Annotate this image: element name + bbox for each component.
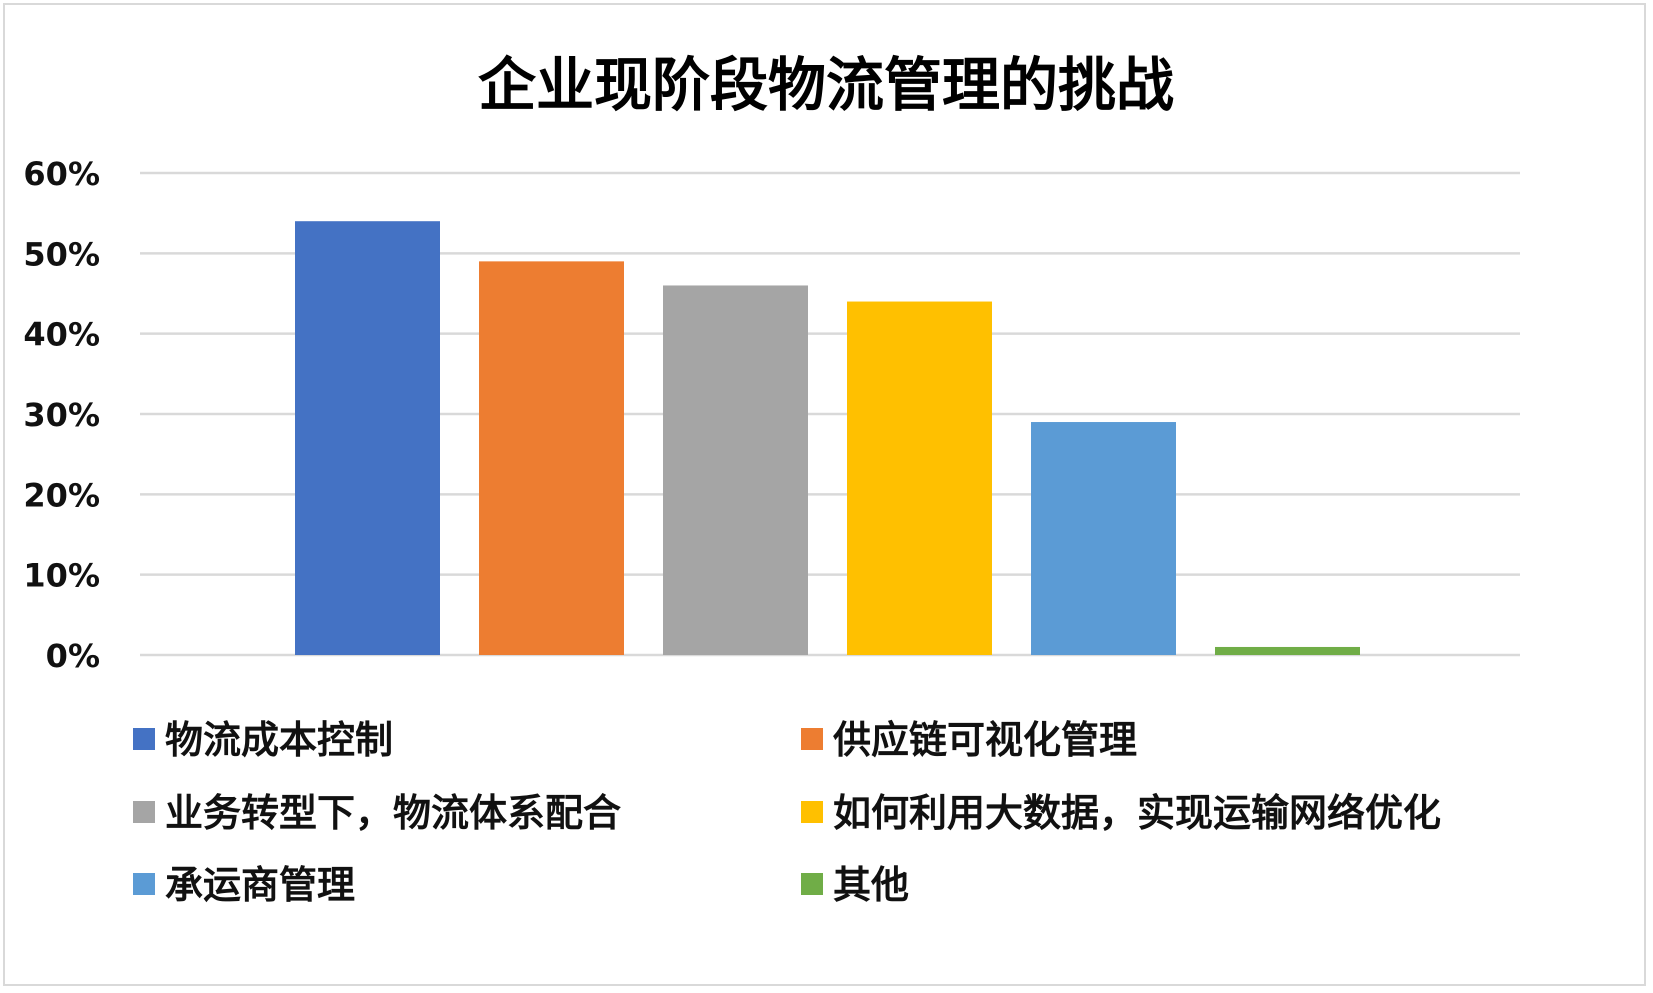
y-tick-label: 40% [23,316,100,354]
legend-swatch [801,728,823,750]
legend-label: 如何利用大数据，实现运输网络优化 [833,791,1441,835]
y-tick-label: 10% [23,557,100,595]
chart-frame: 企业现阶段物流管理的挑战 0% 10% 20% 30% 40% 50% 60% 物流成本控制… [3,3,1646,986]
y-tick-label: 0% [46,637,100,675]
legend-item: 其他 [801,863,909,907]
bar-series-1 [295,221,440,655]
bar-series-4 [847,301,992,655]
chart-title: 企业现阶段物流管理的挑战 [478,51,1174,119]
bar-layer [295,221,1360,655]
bar-series-3 [663,285,808,655]
legend-item: 业务转型下，物流体系配合 [133,791,621,835]
legend-swatch [133,728,155,750]
legend-item: 供应链可视化管理 [801,718,1137,762]
legend-item: 承运商管理 [133,863,355,907]
y-tick-label: 30% [23,396,100,434]
bar-series-2 [479,261,624,655]
chart-svg: 企业现阶段物流管理的挑战 0% 10% 20% 30% 40% 50% 60% 物流成本控制… [23,51,1520,907]
legend-label: 承运商管理 [165,863,355,907]
legend-swatch [133,873,155,895]
bar-series-5 [1031,422,1176,655]
legend-label: 业务转型下，物流体系配合 [165,791,621,835]
legend-swatch [133,801,155,823]
legend-label: 物流成本控制 [165,718,393,762]
y-tick-label: 50% [23,235,100,273]
legend-swatch [801,873,823,895]
bar-series-6 [1215,646,1360,655]
y-tick-label: 20% [23,476,100,514]
legend-item: 物流成本控制 [133,718,393,762]
legend-swatch [801,801,823,823]
legend-label: 其他 [833,863,909,907]
legend-item: 如何利用大数据，实现运输网络优化 [801,791,1441,835]
legend-label: 供应链可视化管理 [833,718,1137,762]
y-tick-label: 60% [23,155,100,193]
y-axis-ticks: 0% 10% 20% 30% 40% 50% 60% [23,155,100,675]
